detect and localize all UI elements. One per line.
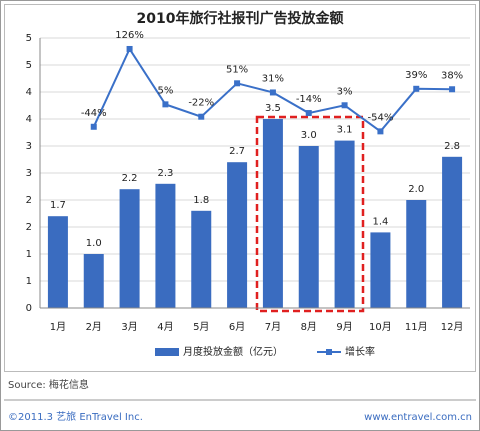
bar-value-label: 1.4 — [372, 216, 388, 227]
x-tick-label: 1月 — [50, 321, 66, 333]
x-tick-label: 7月 — [265, 321, 281, 333]
x-tick-label: 6月 — [229, 321, 245, 333]
x-tick-label: 9月 — [336, 321, 352, 333]
bar — [262, 119, 283, 308]
line-marker — [269, 89, 276, 96]
x-tick-label: 4月 — [157, 321, 173, 333]
bar-value-label: 2.7 — [229, 146, 245, 157]
bar-value-label: 2.2 — [122, 173, 138, 184]
source: Source: 梅花信息 — [8, 378, 89, 391]
chart-title: 2010年旅行社报刊广告投放金额 — [137, 10, 344, 27]
line-value-label: 39% — [405, 70, 427, 81]
x-tick-label: 10月 — [369, 321, 392, 333]
y-tick-label: 1 — [26, 276, 32, 287]
line-value-label: -14% — [296, 94, 322, 105]
bar-value-label: 3.0 — [301, 130, 317, 141]
bar — [47, 216, 68, 308]
y-tick-label: 4 — [26, 87, 32, 98]
y-tick-label: 3 — [26, 141, 32, 152]
bar-value-label: 1.7 — [50, 200, 66, 211]
line-marker — [198, 113, 205, 120]
bar — [370, 232, 391, 308]
line-marker — [305, 110, 312, 117]
bar — [191, 210, 212, 308]
bar — [155, 183, 176, 308]
line-marker — [449, 86, 456, 93]
line-marker — [234, 80, 241, 87]
line-value-label: 126% — [115, 30, 144, 41]
y-tick-label: 4 — [26, 114, 32, 125]
y-tick-label: 1 — [26, 249, 32, 260]
bar-value-label: 2.0 — [408, 184, 424, 195]
x-tick-label: 8月 — [301, 321, 317, 333]
bar-value-label: 2.3 — [157, 168, 173, 179]
x-tick-label: 3月 — [121, 321, 137, 333]
line-marker — [162, 101, 169, 108]
x-tick-label: 11月 — [405, 321, 428, 333]
bar-value-label: 2.8 — [444, 141, 460, 152]
bar — [119, 189, 140, 308]
y-tick-label: 3 — [26, 168, 32, 179]
legend-swatch — [155, 348, 179, 356]
website: www.entravel.com.cn — [364, 412, 472, 423]
line-value-label: 31% — [262, 73, 284, 84]
bar-value-label: 3.5 — [265, 103, 281, 114]
y-tick-label: 5 — [26, 33, 32, 44]
bar — [334, 140, 355, 308]
line-value-label: -54% — [367, 112, 393, 123]
legend-label: 月度投放金额（亿元） — [183, 345, 283, 358]
bar-value-label: 1.8 — [193, 195, 209, 206]
y-tick-label: 2 — [26, 222, 32, 233]
x-tick-label: 12月 — [441, 321, 464, 333]
y-tick-label: 5 — [26, 60, 32, 71]
line-marker — [413, 85, 420, 92]
x-tick-label: 2月 — [86, 321, 102, 333]
copyright: ©2011.3 艺旅 EnTravel Inc. — [8, 410, 143, 423]
bar-value-label: 1.0 — [86, 238, 102, 249]
line-value-label: -44% — [81, 108, 107, 119]
y-tick-label: 2 — [26, 195, 32, 206]
line-marker — [90, 123, 97, 130]
bar — [406, 200, 427, 308]
line-marker — [126, 45, 133, 52]
bar — [442, 156, 463, 308]
legend-label: 增长率 — [345, 345, 375, 358]
line-value-label: 5% — [157, 85, 173, 96]
y-tick-label: 0 — [26, 303, 32, 314]
line-value-label: 51% — [226, 64, 248, 75]
line-marker — [377, 128, 384, 135]
line-marker — [341, 102, 348, 109]
line-value-label: 38% — [441, 70, 463, 81]
bar — [83, 254, 104, 308]
line-value-label: 3% — [337, 86, 353, 97]
line-value-label: -22% — [188, 98, 214, 109]
x-tick-label: 5月 — [193, 321, 209, 333]
highlight-box — [255, 115, 365, 313]
bar — [227, 162, 248, 308]
bar — [298, 146, 319, 308]
legend-marker — [326, 349, 332, 355]
bar-value-label: 3.1 — [337, 125, 353, 136]
